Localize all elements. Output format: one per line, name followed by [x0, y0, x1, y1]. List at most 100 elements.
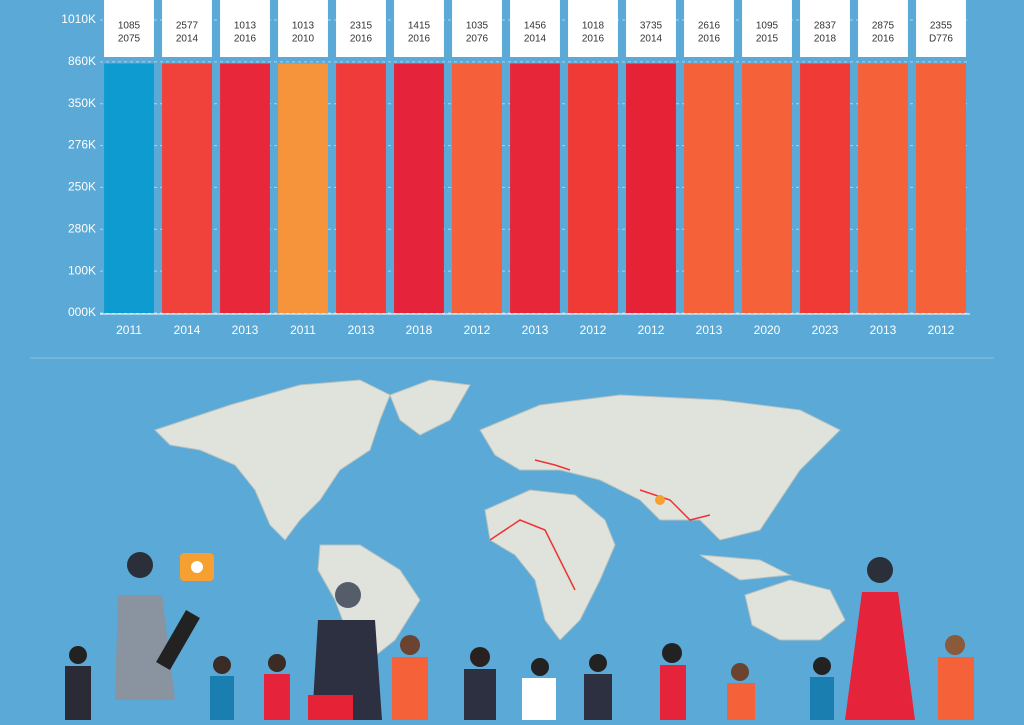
bar: [568, 63, 618, 314]
south-america: [317, 544, 421, 661]
x-tick-label: 2012: [638, 323, 665, 337]
person: [810, 677, 834, 720]
y-axis-label: 1010K: [61, 12, 96, 26]
bar-label-box: [220, 0, 270, 57]
people: [65, 552, 974, 720]
x-tick-label: 2023: [812, 323, 839, 337]
x-tick-label: 2012: [580, 323, 607, 337]
bar-label: 2018: [814, 34, 837, 45]
bar: [684, 63, 734, 314]
north-america: [154, 379, 391, 541]
bar-label-box: [336, 0, 386, 57]
head: [662, 643, 682, 663]
bar-label: 2016: [234, 34, 257, 45]
greenland: [389, 379, 471, 436]
person: [264, 674, 290, 720]
person: [938, 657, 974, 720]
bubble-icon: [191, 561, 203, 573]
border-line: [534, 459, 571, 471]
bar-label-box: [626, 0, 676, 57]
bar-label: 1456: [524, 21, 547, 32]
y-axis-label: 280K: [68, 221, 96, 235]
bar-label: 1085: [118, 21, 141, 32]
person: [522, 678, 556, 720]
person: [727, 683, 755, 720]
camera: [156, 610, 200, 670]
bar: [104, 63, 154, 314]
y-axis-label: 276K: [68, 138, 96, 152]
head: [400, 635, 420, 655]
africa: [484, 489, 616, 641]
y-axis-label: 250K: [68, 180, 96, 194]
x-tick-label: 2011: [290, 323, 316, 337]
head: [470, 647, 490, 667]
x-tick-label: 2013: [348, 323, 375, 337]
bar-label: 2075: [118, 34, 141, 45]
bar-label: D776: [929, 34, 953, 45]
bar-label-box: [394, 0, 444, 57]
x-tick-label: 2013: [696, 323, 723, 337]
head: [531, 658, 549, 676]
bar-label: 2016: [350, 34, 373, 45]
bar: [626, 63, 676, 314]
bar: [742, 63, 792, 314]
eurasia: [479, 394, 841, 541]
x-tick-label: 2020: [754, 323, 781, 337]
map-marker: [655, 495, 665, 505]
x-tick-label: 2014: [174, 323, 201, 337]
bar-label: 1035: [466, 21, 489, 32]
border-line: [639, 489, 711, 521]
y-axis-label: 100K: [68, 263, 96, 277]
bar-label: 2076: [466, 34, 489, 45]
bar: [162, 63, 212, 314]
person: [584, 674, 612, 720]
person: [845, 592, 915, 720]
bar-label: 1013: [234, 21, 257, 32]
x-tick-label: 2012: [464, 323, 491, 337]
head: [69, 646, 87, 664]
bar-label: 2577: [176, 21, 199, 32]
head: [731, 663, 749, 681]
bar-label: 2837: [814, 21, 837, 32]
bar-label: 2355: [930, 21, 953, 32]
bar: [858, 63, 908, 314]
bar: [916, 63, 966, 314]
australia: [744, 579, 846, 641]
highlight-borders: [489, 459, 711, 591]
bar-label: 3735: [640, 21, 663, 32]
x-tick-label: 2013: [870, 323, 897, 337]
bar: [800, 63, 850, 314]
x-tick-label: 2011: [116, 323, 142, 337]
bar-label-box: [800, 0, 850, 57]
y-axis-label: 860K: [68, 54, 96, 68]
bar-label: 1018: [582, 21, 605, 32]
person: [115, 595, 175, 700]
bag: [308, 695, 353, 720]
bar-label: 2010: [292, 34, 315, 45]
world-map: [154, 379, 846, 661]
bar-label: 1095: [756, 21, 779, 32]
person: [464, 669, 496, 720]
head: [589, 654, 607, 672]
head: [867, 557, 893, 583]
y-axis-label: 350K: [68, 96, 96, 110]
head: [813, 657, 831, 675]
bar: [220, 63, 270, 314]
bar-label-box: [510, 0, 560, 57]
bar-label-box: [104, 0, 154, 57]
bar-label: 2016: [582, 34, 605, 45]
bar-label: 2315: [350, 21, 373, 32]
x-tick-label: 2012: [928, 323, 955, 337]
head: [335, 582, 361, 608]
person: [65, 666, 91, 720]
head: [268, 654, 286, 672]
y-axis-label: 000K: [68, 305, 96, 319]
bar-label: 2014: [640, 34, 663, 45]
person: [660, 665, 686, 720]
bar-label: 1415: [408, 21, 431, 32]
islands: [699, 554, 792, 581]
bar-label-box: [568, 0, 618, 57]
bar-label: 2016: [408, 34, 431, 45]
